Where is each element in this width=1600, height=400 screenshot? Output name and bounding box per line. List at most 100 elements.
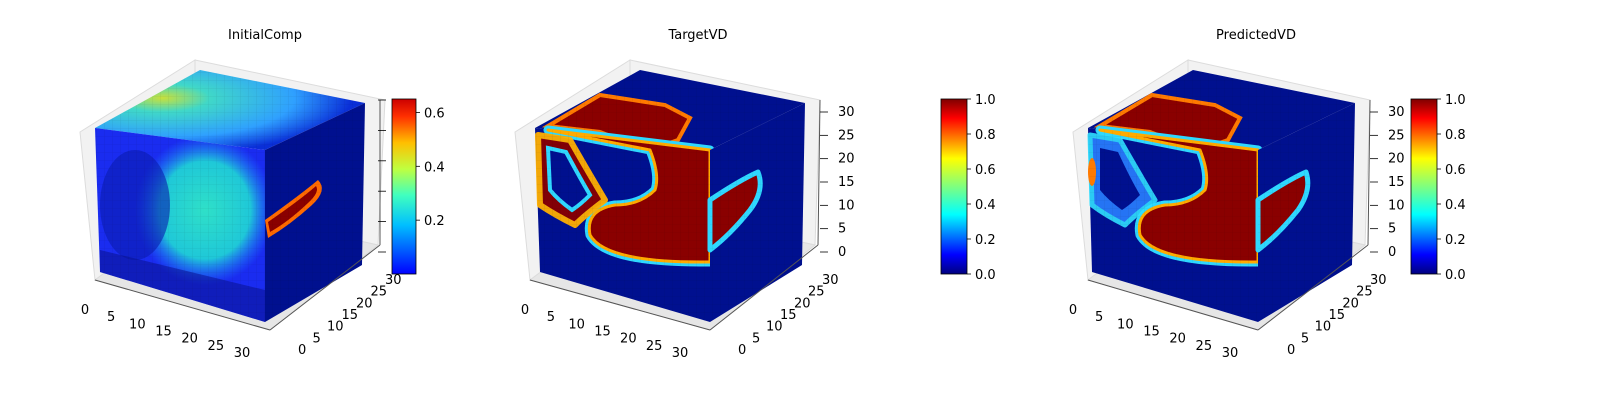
x-tick-label: 15 [155,325,172,340]
y-tick-label: 30 [1370,273,1387,288]
y-tick-label: 0 [298,343,306,358]
z-tick-label: 15 [1388,175,1405,190]
panel-title: InitialComp [228,28,302,43]
panel-title: TargetVD [667,28,727,43]
colorbar-tick-labels: 0.0 0.2 0.4 0.6 0.8 1.0 [1437,93,1466,283]
z-tick-label: 10 [838,198,855,213]
colorbar-tick-labels: 0.0 0.2 0.4 0.6 0.8 1.0 [967,93,996,283]
z-tick-label: 20 [838,152,855,167]
colorbar-tick-label: 0.6 [424,106,445,121]
cube-top-grid [95,70,365,150]
colorbar-tick-label: 0.0 [1445,268,1466,283]
z-tick-labels: 0 5 10 15 20 25 30 [1370,105,1405,260]
y-tick-label: 30 [385,273,402,288]
colorbar-tick-label: 0.6 [975,163,996,178]
cube-right-grid [710,103,805,322]
colorbar [1410,98,1438,275]
y-tick-label: 15 [780,308,797,323]
z-tick-label: 30 [1388,105,1405,120]
z-tick-label: 30 [838,105,855,120]
z-tick-label: 10 [1388,198,1405,213]
colorbar-tick-label: 1.0 [975,93,996,108]
cube-front-grid [1088,128,1258,322]
x-tick-label: 25 [1196,339,1213,354]
x-tick-label: 5 [1095,310,1103,325]
colorbar-tick-label: 0.8 [1445,128,1466,143]
y-tick-label: 15 [1329,308,1346,323]
colorbar [940,98,968,275]
y-tick-label: 10 [327,320,344,335]
z-tick-label: 0 [1388,245,1396,260]
z-tick-label: 25 [838,128,855,143]
colorbar-tick-label: 0.0 [975,268,996,283]
x-tick-label: 10 [129,317,146,332]
x-tick-label: 0 [1069,303,1077,318]
x-tick-label: 5 [547,310,555,325]
z-tick-labels: 0 5 10 15 20 25 30 [820,105,855,260]
colorbar-tick-label: 0.4 [975,198,996,213]
x-tick-label: 5 [107,310,115,325]
colorbar-tick-label: 0.8 [975,128,996,143]
colorbar [391,98,417,275]
x-tick-labels: 0 5 10 15 20 25 30 [1069,303,1238,361]
colorbar-tick-label: 0.4 [424,160,445,175]
x-tick-label: 25 [208,339,225,354]
z-tick-label: 0 [838,245,846,260]
x-tick-label: 20 [1169,332,1186,347]
colorbar-tick-label: 0.2 [975,233,996,248]
z-tick-label: 25 [1388,128,1405,143]
cube-top-grid [1088,70,1355,150]
y-tick-label: 10 [1315,320,1332,335]
colorbar-tick-label: 1.0 [1445,93,1466,108]
x-tick-label: 0 [521,303,529,318]
y-tick-label: 20 [794,296,811,311]
z-tick-label: 5 [1388,222,1396,237]
colorbar-tick-label: 0.4 [1445,198,1466,213]
x-tick-labels: 0 5 10 15 20 25 30 [521,303,688,361]
cube-top-grid [535,70,805,150]
z-tick-label: 5 [838,222,846,237]
y-tick-label: 20 [1342,296,1359,311]
cube-front-grid [95,128,265,322]
y-tick-label: 20 [356,296,373,311]
x-tick-label: 10 [1117,317,1134,332]
y-tick-label: 25 [1356,285,1373,300]
panel-title: PredictedVD [1216,28,1296,43]
y-tick-label: 0 [1287,343,1295,358]
y-tick-label: 25 [808,285,825,300]
z-tick-label: 20 [1388,152,1405,167]
y-tick-label: 25 [371,285,388,300]
cube-right-grid [1258,103,1355,322]
x-tick-label: 0 [81,303,89,318]
y-tick-label: 5 [313,331,321,346]
x-tick-label: 30 [234,346,251,361]
x-tick-label: 30 [1222,346,1239,361]
colorbar-tick-label: 0.2 [1445,233,1466,248]
z-tick-marks [378,99,386,253]
x-tick-label: 20 [181,332,198,347]
x-tick-label: 10 [568,317,585,332]
z-tick-label: 15 [838,175,855,190]
y-tick-label: 5 [1301,331,1309,346]
colorbar-tick-labels: 0.2 0.4 0.6 [416,106,445,229]
y-tick-label: 15 [342,308,359,323]
colorbar-tick-label: 0.2 [424,214,445,229]
y-tick-label: 30 [822,273,839,288]
y-tick-label: 10 [766,320,783,335]
y-tick-label: 0 [738,343,746,358]
x-tick-label: 15 [1143,325,1160,340]
x-tick-label: 20 [620,332,637,347]
x-tick-label: 30 [672,346,689,361]
x-tick-labels: 0 5 10 15 20 25 30 [81,303,250,361]
cube-front-grid [535,128,710,322]
colorbar-tick-label: 0.6 [1445,163,1466,178]
x-tick-label: 15 [594,325,611,340]
cube-right-grid [265,103,365,322]
x-tick-label: 25 [646,339,663,354]
